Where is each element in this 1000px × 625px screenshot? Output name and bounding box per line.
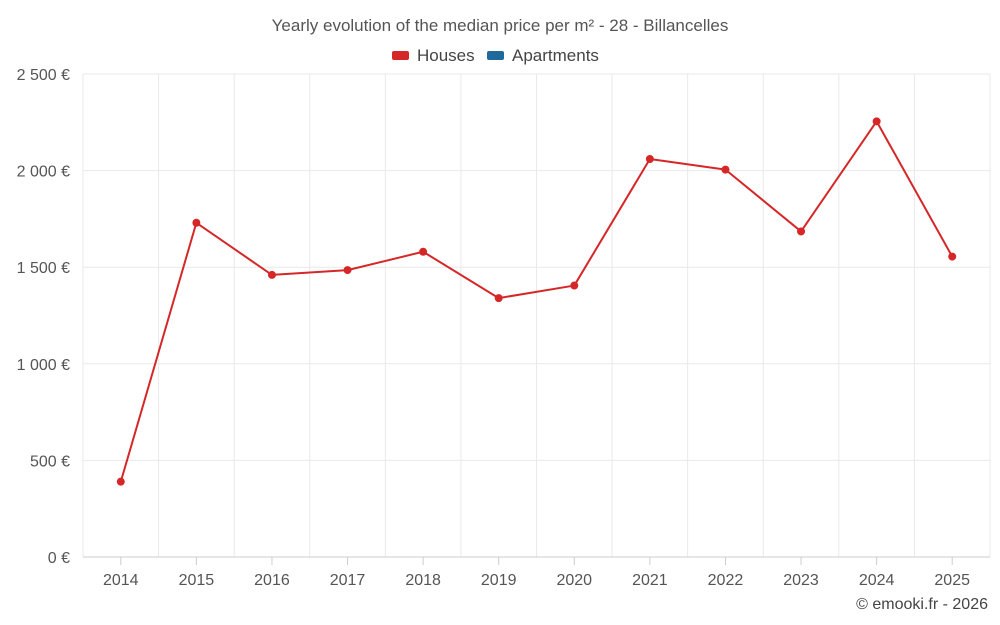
legend-swatch-houses [392, 51, 409, 60]
legend: Houses Apartments [392, 46, 599, 65]
y-tick-label: 500 € [30, 453, 70, 470]
y-tick-label: 1 500 € [17, 260, 70, 277]
x-tick-label: 2022 [708, 572, 744, 589]
data-point[interactable] [645, 155, 654, 164]
data-point[interactable] [267, 270, 276, 279]
series-line-houses [119, 120, 954, 482]
x-tick-label: 2018 [405, 572, 441, 589]
legend-label-houses: Houses [417, 46, 475, 65]
data-point[interactable] [872, 117, 881, 126]
grid [82, 73, 991, 557]
series-layer [116, 117, 957, 486]
x-axis: 2014 2015 2016 2017 2018 2019 2020 2021 2022 2023… [83, 556, 990, 589]
y-tick-label: 0 € [48, 550, 70, 567]
x-tick-label: 2021 [632, 572, 668, 589]
y-tick-label: 2 000 € [17, 164, 70, 181]
x-tick-label: 2016 [254, 572, 290, 589]
x-tick-label: 2025 [934, 572, 970, 589]
legend-item-apartments[interactable]: Apartments [487, 46, 599, 65]
data-point[interactable] [494, 294, 503, 303]
x-tick-label: 2015 [179, 572, 215, 589]
x-tick-label: 2017 [330, 572, 366, 589]
y-tick-label: 2 500 € [17, 67, 70, 84]
chart-title: Yearly evolution of the median price per… [272, 16, 729, 35]
data-point[interactable] [797, 227, 806, 236]
data-point[interactable] [570, 281, 579, 290]
data-point[interactable] [343, 266, 352, 275]
x-tick-label: 2014 [103, 572, 139, 589]
data-point[interactable] [192, 218, 201, 227]
x-tick-label: 2019 [481, 572, 517, 589]
legend-swatch-apartments [487, 51, 504, 60]
legend-item-houses[interactable]: Houses [392, 46, 475, 65]
x-tick-label: 2023 [783, 572, 819, 589]
data-point[interactable] [116, 477, 125, 486]
x-tick-label: 2020 [556, 572, 592, 589]
data-point[interactable] [721, 165, 730, 174]
data-point[interactable] [419, 247, 428, 256]
x-tick-label: 2024 [859, 572, 895, 589]
data-point[interactable] [948, 252, 957, 261]
credit-text: © emooki.fr - 2026 [856, 596, 988, 613]
y-axis: 0 € 500 € 1 000 € 1 500 € 2 000 € 2 500 € [17, 67, 70, 567]
legend-label-apartments: Apartments [512, 46, 599, 65]
y-tick-label: 1 000 € [17, 357, 70, 374]
